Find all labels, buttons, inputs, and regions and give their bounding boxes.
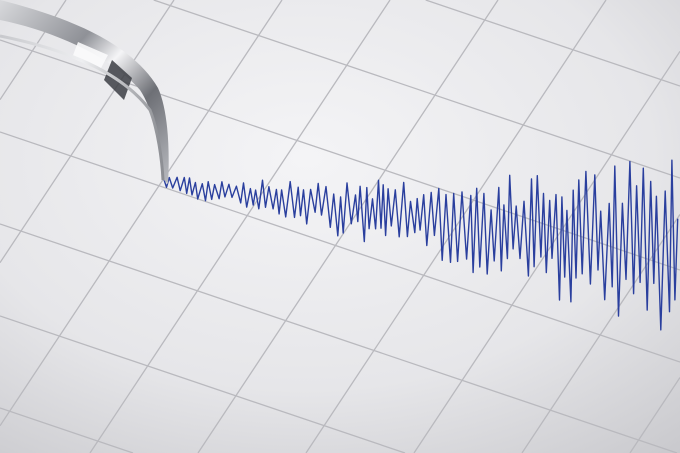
grid-line-shallow: [0, 131, 680, 363]
grid-line-shallow: [0, 223, 678, 453]
needle-edge: [0, 34, 165, 181]
grid-line-shallow: [0, 407, 134, 453]
grid-line-steep: [521, 214, 680, 453]
grid-line-shallow: [425, 0, 680, 87]
seismic-trace: [162, 159, 679, 331]
grid-line-steep: [197, 0, 499, 453]
grid-line-steep: [0, 0, 283, 427]
needle-shine: [72, 42, 108, 70]
grid-line-steep: [89, 0, 391, 453]
recording-needle: [0, 0, 169, 184]
trace-line: [162, 159, 679, 331]
grid-line-shallow: [153, 0, 680, 179]
grid-line-shallow: [0, 315, 406, 453]
needle-arm: [0, 0, 169, 184]
grid-line-steep: [0, 0, 175, 264]
